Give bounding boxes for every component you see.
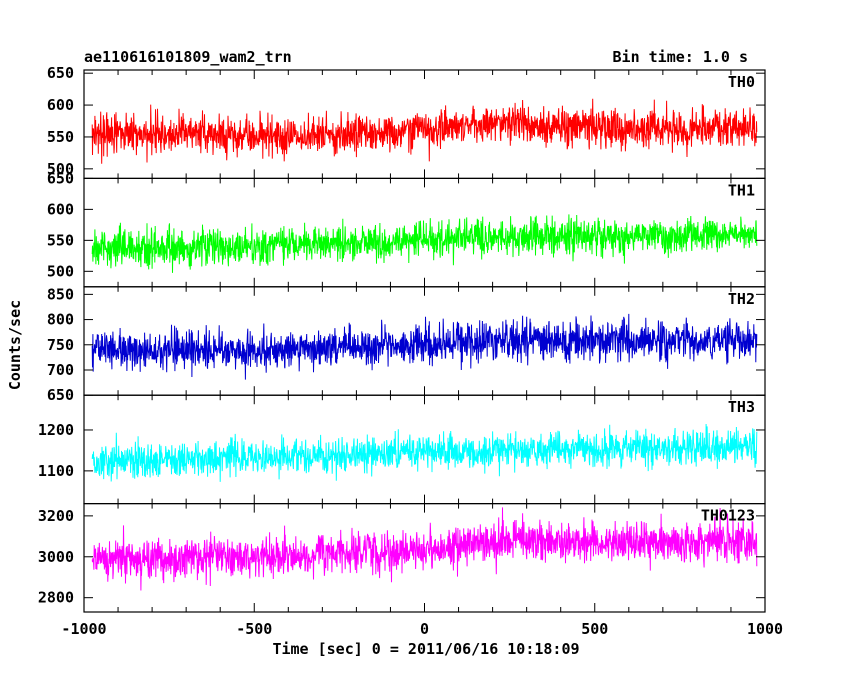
x-tick-label: -500 (236, 620, 272, 638)
y-tick-label: 800 (47, 311, 74, 329)
series-line-th2 (91, 313, 758, 380)
y-tick-label: 850 (47, 285, 74, 303)
y-tick-label: 3000 (38, 548, 74, 566)
y-tick-label: 1200 (38, 421, 74, 439)
bin-time-label: Bin time: 1.0 s (613, 48, 748, 66)
y-tick-label: 700 (47, 361, 74, 379)
chart-title: ae110616101809_wam2_trn (84, 48, 292, 66)
panel-th2: 650 700 750 800 850 TH2 (47, 285, 766, 404)
x-tick-label: 0 (420, 620, 429, 638)
panel-th3: 1100 1200 TH3 (38, 394, 766, 505)
y-tick-label: 750 (47, 336, 74, 354)
y-tick-label: 650 (47, 64, 74, 82)
series-line-th0123 (91, 507, 758, 591)
x-axis: -1000 -500 0 500 1000 (61, 620, 783, 638)
panel-th0: 500 550 600 650 TH0 (47, 64, 766, 180)
x-tick-label: 1000 (747, 620, 783, 638)
series-line-th1 (91, 214, 758, 273)
panel-label-th0123: TH0123 (701, 507, 755, 525)
y-tick-label: 650 (47, 169, 74, 187)
panel-th0123: 2800 3000 3200 TH0123 (38, 503, 766, 613)
y-tick-label: 2800 (38, 589, 74, 607)
x-tick-label: 500 (581, 620, 608, 638)
y-tick-label: 550 (47, 231, 74, 249)
panel-label-th2: TH2 (728, 290, 755, 308)
y-axis-label: Counts/sec (6, 300, 24, 390)
series-line-th3 (91, 423, 758, 482)
panel-th1: 500 550 600 650 TH1 (47, 169, 766, 288)
panel-label-th3: TH3 (728, 398, 755, 416)
y-tick-label: 600 (47, 200, 74, 218)
panel-label-th1: TH1 (728, 181, 755, 199)
y-tick-label: 550 (47, 128, 74, 146)
y-tick-label: 1100 (38, 462, 74, 480)
panel-label-th0: TH0 (728, 73, 755, 91)
panel-stack: 500 550 600 650 TH0 500 550 600 650 TH1 650 700 750 8… (38, 64, 766, 613)
x-tick-label: -1000 (61, 620, 106, 638)
y-tick-label: 3200 (38, 507, 74, 525)
y-tick-label: 500 (47, 262, 74, 280)
y-tick-label: 500 (47, 160, 74, 178)
x-axis-label: Time [sec] 0 = 2011/06/16 10:18:09 (272, 640, 579, 658)
series-line-th0 (91, 98, 758, 164)
y-tick-label: 600 (47, 96, 74, 114)
y-tick-label: 650 (47, 386, 74, 404)
